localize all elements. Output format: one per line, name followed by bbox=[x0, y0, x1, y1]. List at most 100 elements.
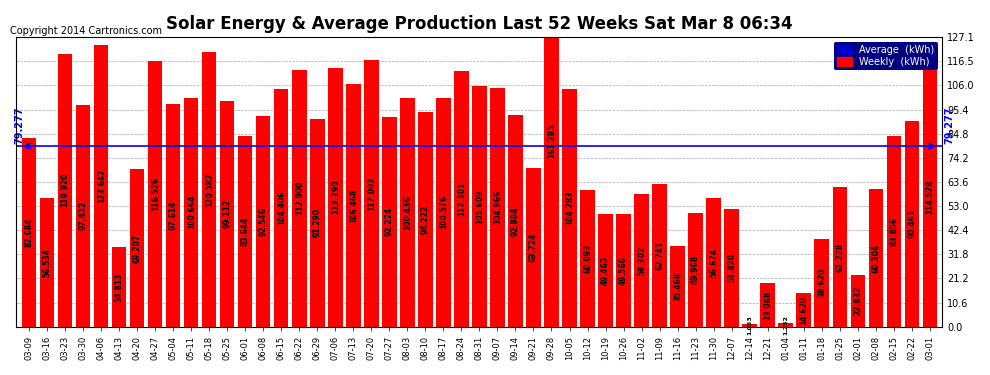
Bar bbox=[815, 239, 829, 327]
Text: 100.664: 100.664 bbox=[187, 195, 196, 229]
Bar bbox=[292, 70, 307, 327]
Bar bbox=[220, 101, 235, 327]
Text: 38.620: 38.620 bbox=[817, 268, 827, 297]
Text: 83.856: 83.856 bbox=[889, 217, 898, 246]
Bar bbox=[58, 54, 72, 327]
Bar bbox=[670, 246, 685, 327]
Text: 114.528: 114.528 bbox=[926, 179, 935, 213]
Text: 97.614: 97.614 bbox=[168, 201, 178, 230]
Bar bbox=[742, 324, 756, 327]
Bar bbox=[652, 184, 667, 327]
Bar bbox=[310, 119, 325, 327]
Text: 69.724: 69.724 bbox=[529, 233, 538, 262]
Bar bbox=[887, 136, 901, 327]
Bar bbox=[905, 121, 919, 327]
Text: 117.092: 117.092 bbox=[367, 176, 376, 211]
Text: 91.290: 91.290 bbox=[313, 208, 322, 237]
Text: 82.684: 82.684 bbox=[25, 218, 34, 247]
Text: 104.283: 104.283 bbox=[565, 191, 574, 225]
Bar bbox=[382, 117, 397, 327]
Text: 120.582: 120.582 bbox=[205, 172, 214, 207]
Bar bbox=[544, 0, 558, 327]
Bar bbox=[617, 214, 631, 327]
Text: 62.741: 62.741 bbox=[655, 241, 664, 270]
Text: 79.277: 79.277 bbox=[15, 106, 25, 144]
Text: 92.224: 92.224 bbox=[385, 207, 394, 236]
Text: 92.546: 92.546 bbox=[258, 207, 267, 236]
Bar bbox=[400, 98, 415, 327]
Text: 56.534: 56.534 bbox=[43, 248, 51, 277]
Bar bbox=[778, 323, 793, 327]
Text: 105.609: 105.609 bbox=[475, 189, 484, 224]
Bar bbox=[472, 86, 487, 327]
Text: 100.436: 100.436 bbox=[403, 195, 412, 230]
Text: 119.920: 119.920 bbox=[60, 173, 69, 207]
Text: Copyright 2014 Cartronics.com: Copyright 2014 Cartronics.com bbox=[10, 26, 162, 36]
Text: 35.468: 35.468 bbox=[673, 272, 682, 301]
Text: 49.566: 49.566 bbox=[619, 256, 628, 285]
Text: 83.644: 83.644 bbox=[241, 217, 249, 246]
Bar bbox=[437, 98, 450, 327]
Text: 49.463: 49.463 bbox=[601, 256, 610, 285]
Bar bbox=[40, 198, 54, 327]
Text: 112.301: 112.301 bbox=[457, 182, 466, 216]
Text: 1.053: 1.053 bbox=[747, 316, 752, 335]
Bar bbox=[454, 71, 468, 327]
Text: 113.790: 113.790 bbox=[331, 180, 340, 214]
Text: 123.642: 123.642 bbox=[97, 169, 106, 203]
Bar bbox=[923, 66, 937, 327]
Title: Solar Energy & Average Production Last 52 Weeks Sat Mar 8 06:34: Solar Energy & Average Production Last 5… bbox=[166, 15, 793, 33]
Bar bbox=[688, 213, 703, 327]
Bar bbox=[707, 198, 721, 327]
Bar bbox=[148, 62, 162, 327]
Bar bbox=[22, 138, 37, 327]
Bar bbox=[635, 194, 648, 327]
Bar bbox=[76, 105, 90, 327]
Text: 34.813: 34.813 bbox=[115, 273, 124, 302]
Bar bbox=[256, 116, 270, 327]
Bar bbox=[868, 189, 883, 327]
Text: 100.576: 100.576 bbox=[439, 195, 447, 230]
Text: 79.277: 79.277 bbox=[944, 106, 954, 144]
Text: 60.093: 60.093 bbox=[583, 244, 592, 273]
Bar bbox=[274, 89, 288, 327]
Bar bbox=[797, 293, 811, 327]
Text: 19.088: 19.088 bbox=[763, 290, 772, 320]
Bar bbox=[833, 188, 846, 327]
Bar bbox=[166, 105, 180, 327]
Bar bbox=[202, 52, 217, 327]
Text: 92.884: 92.884 bbox=[511, 206, 520, 236]
Text: 116.526: 116.526 bbox=[150, 177, 159, 211]
Bar bbox=[580, 190, 595, 327]
Bar bbox=[112, 248, 127, 327]
Text: 99.112: 99.112 bbox=[223, 200, 232, 228]
Text: 51.820: 51.820 bbox=[727, 253, 737, 282]
Bar bbox=[184, 98, 198, 327]
Bar bbox=[130, 169, 145, 327]
Bar bbox=[508, 115, 523, 327]
Text: 49.968: 49.968 bbox=[691, 255, 700, 285]
Text: 22.832: 22.832 bbox=[853, 286, 862, 315]
Legend: Average  (kWh), Weekly  (kWh): Average (kWh), Weekly (kWh) bbox=[835, 42, 938, 70]
Text: 163.285: 163.285 bbox=[547, 124, 556, 158]
Text: 61.228: 61.228 bbox=[836, 242, 844, 272]
Text: 90.461: 90.461 bbox=[907, 209, 917, 238]
Text: 112.900: 112.900 bbox=[295, 181, 304, 215]
Text: 69.207: 69.207 bbox=[133, 233, 142, 262]
Text: 104.406: 104.406 bbox=[277, 190, 286, 225]
Bar bbox=[598, 214, 613, 327]
Bar bbox=[328, 68, 343, 327]
Text: 1.752: 1.752 bbox=[783, 315, 788, 334]
Bar bbox=[418, 112, 433, 327]
Bar bbox=[850, 275, 865, 327]
Bar bbox=[760, 283, 775, 327]
Bar bbox=[562, 89, 577, 327]
Text: 56.674: 56.674 bbox=[709, 248, 718, 277]
Text: 14.620: 14.620 bbox=[799, 296, 808, 325]
Text: 106.468: 106.468 bbox=[348, 188, 357, 223]
Text: 97.432: 97.432 bbox=[78, 201, 88, 230]
Text: 94.222: 94.222 bbox=[421, 205, 430, 234]
Bar bbox=[94, 45, 108, 327]
Text: 58.302: 58.302 bbox=[637, 246, 646, 275]
Bar bbox=[238, 136, 252, 327]
